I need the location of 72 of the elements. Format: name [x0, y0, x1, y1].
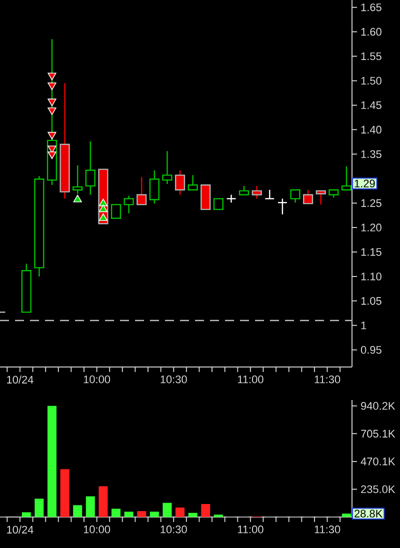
bar [201, 504, 210, 517]
bar [86, 496, 95, 517]
candlestick [136, 176, 147, 206]
y-tick-label: 1.20 [361, 224, 382, 232]
x-tick-label: 10:30 [160, 376, 187, 384]
bar [342, 514, 351, 517]
y-tick-label: 940.2K [361, 402, 396, 410]
y-tick-label: 0.95 [360, 346, 382, 354]
point [98, 213, 108, 221]
candlestick [124, 195, 134, 214]
candlestick [252, 185, 262, 200]
x-tick-label: 10:00 [84, 526, 110, 534]
y-tick-label: 705.1K [361, 430, 396, 438]
bar [73, 505, 82, 517]
candlestick [149, 170, 160, 204]
candlestick [85, 140, 96, 196]
y-tick-label: 1.15 [361, 248, 382, 256]
y-tick-label: 1.40 [361, 126, 382, 134]
y-tick-label: 1.35 [361, 150, 382, 158]
candlestick [72, 164, 83, 194]
y-tick-label: 1.65 [361, 3, 382, 12]
bar [124, 512, 134, 517]
point [48, 107, 56, 115]
candlestick [316, 190, 326, 206]
x-tick-label: 10/24 [7, 376, 34, 384]
x-tick-label: 11:00 [238, 526, 264, 534]
y-tick-label: 1 [361, 322, 366, 330]
y-tick-label: 1.50 [361, 76, 382, 85]
candlestick [110, 204, 122, 219]
point [48, 98, 56, 106]
point [98, 198, 108, 206]
bar [137, 511, 146, 517]
point [48, 151, 56, 160]
candlestick [162, 150, 172, 185]
y-tick-label: 1.25 [361, 199, 382, 207]
x-tick-label: 11:30 [314, 376, 340, 384]
bar [162, 502, 172, 517]
x-tick-label: 10/24 [7, 526, 34, 534]
y-tick-label: 1.10 [361, 272, 382, 280]
candlestick [290, 189, 300, 204]
point [48, 82, 56, 90]
y-tick-label: 1.55 [361, 52, 382, 60]
bar [60, 469, 70, 517]
candlestick [226, 194, 236, 204]
y-tick-label: 235.0K [361, 485, 396, 494]
candlestick [188, 174, 198, 190]
x-tick-label: 11:00 [238, 376, 264, 384]
x-tick-label: 10:30 [160, 526, 187, 534]
x-tick-label: 10:00 [84, 376, 110, 384]
y-tick-label: 1.60 [361, 28, 382, 36]
bar [34, 498, 44, 517]
annotation: 1.29 [354, 180, 375, 188]
bar [150, 512, 159, 517]
bar [98, 486, 108, 517]
bar [47, 406, 56, 517]
point [98, 204, 108, 212]
point [48, 72, 56, 80]
y-tick-label: 470.1K [360, 458, 396, 466]
candlestick [174, 170, 186, 196]
bar [112, 508, 121, 517]
point [48, 132, 56, 140]
x-tick-label: 11:30 [314, 526, 340, 534]
point [73, 194, 82, 202]
bar [22, 512, 31, 517]
bar [176, 508, 185, 517]
y-tick-label: 1.45 [361, 101, 382, 110]
y-tick-label: 1.05 [361, 297, 382, 305]
candlestick [213, 198, 224, 210]
annotation: 28.8K [354, 510, 383, 518]
candlestick [303, 189, 314, 204]
bar [188, 512, 198, 517]
candlestick [341, 166, 352, 190]
